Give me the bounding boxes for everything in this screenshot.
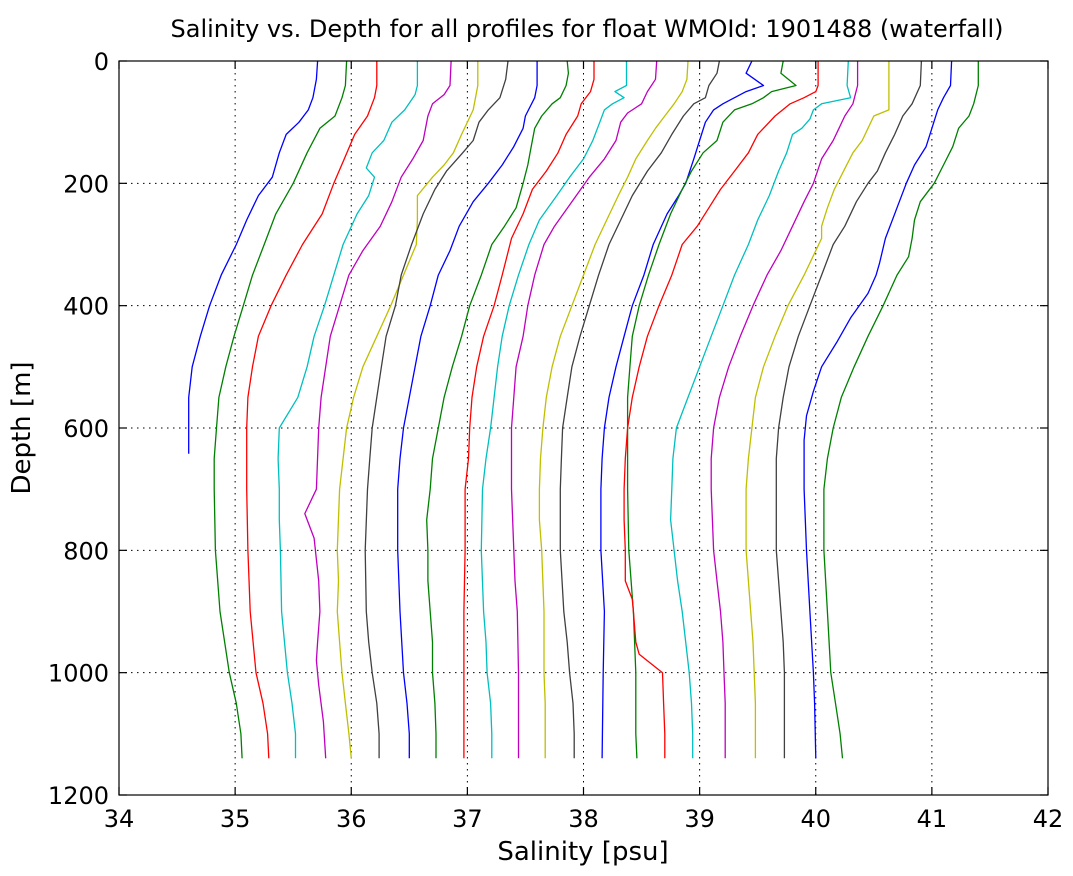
y-tick-label: 600 xyxy=(63,415,109,443)
y-axis-label: Depth [m] xyxy=(7,361,37,494)
profile-line-5 xyxy=(304,60,452,759)
y-tick-label: 200 xyxy=(63,170,109,198)
x-tick-label: 35 xyxy=(220,805,251,833)
x-tick-label: 37 xyxy=(452,805,483,833)
profile-line-11 xyxy=(480,61,628,759)
x-tick-label: 36 xyxy=(336,805,367,833)
x-tick-label: 38 xyxy=(568,805,599,833)
profile-line-12 xyxy=(510,60,658,759)
x-axis-label: Salinity [psu] xyxy=(497,837,668,867)
profile-line-20 xyxy=(745,61,890,759)
profile-line-14 xyxy=(559,60,721,759)
x-tick-label: 34 xyxy=(104,805,135,833)
profile-line-8 xyxy=(397,61,538,759)
profile-line-6 xyxy=(336,61,479,759)
profile-line-21 xyxy=(775,60,923,759)
profile-line-7 xyxy=(364,60,509,759)
profile-line-16 xyxy=(626,60,797,759)
profile-line-23 xyxy=(823,61,979,759)
profile-line-17 xyxy=(623,61,819,759)
x-tick-label: 41 xyxy=(917,805,948,833)
axis-layer: 34 35 36 37 38 39 40 41 42 0 200 400 600 800 1000 1200 xyxy=(48,48,1063,833)
x-tick-label: 42 xyxy=(1033,805,1064,833)
profile-line-9 xyxy=(426,60,570,759)
profile-line-18 xyxy=(669,60,852,759)
y-tick-label: 0 xyxy=(94,48,109,76)
profile-line-4 xyxy=(277,61,419,759)
y-tick-label: 800 xyxy=(63,537,109,565)
profile-line-10 xyxy=(463,61,595,759)
y-tick-label: 400 xyxy=(63,293,109,321)
profile-line-13 xyxy=(538,60,689,759)
profile-line-22 xyxy=(803,60,953,759)
profile-line-15 xyxy=(600,60,765,759)
chart-title: Salinity vs. Depth for all profiles for … xyxy=(171,15,1004,43)
x-tick-label: 40 xyxy=(800,805,831,833)
profile-line-1 xyxy=(188,60,319,454)
y-tick-label: 1200 xyxy=(48,782,109,810)
x-tick-label: 39 xyxy=(684,805,715,833)
y-tick-label: 1000 xyxy=(48,660,109,688)
series-layer xyxy=(188,60,979,759)
grid-layer xyxy=(119,61,1048,795)
profile-line-2 xyxy=(213,60,348,759)
profile-line-3 xyxy=(246,61,378,759)
profile-line-19 xyxy=(710,61,859,759)
